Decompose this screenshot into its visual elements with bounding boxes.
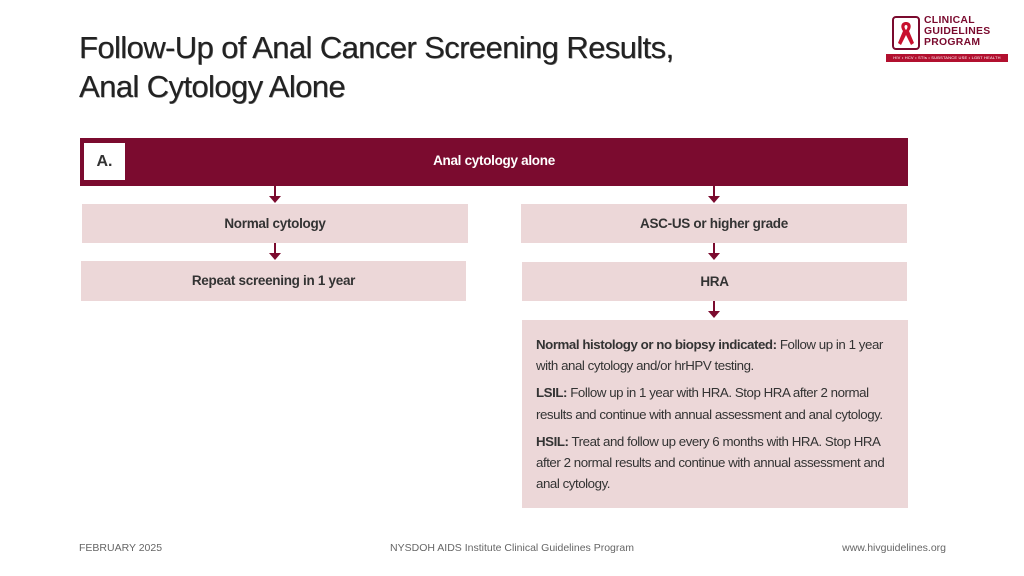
ascus-box: ASC-US or higher grade xyxy=(521,204,907,243)
footer-date: FEBRUARY 2025 xyxy=(79,542,163,554)
flowchart-header-label: Anal cytology alone xyxy=(433,153,555,168)
outcome-lsil: LSIL: Follow up in 1 year with HRA. Stop… xyxy=(536,382,896,424)
flowchart-header: Anal cytology alone A. xyxy=(80,138,908,186)
logo-tagline: HIV • HCV • STIs • SUBSTANCE USE • LGBT … xyxy=(886,54,1008,62)
arrow-down-icon xyxy=(708,186,720,203)
footer-organization: NYSDOH AIDS Institute Clinical Guideline… xyxy=(390,542,634,554)
logo-line-1: CLINICAL xyxy=(924,15,975,26)
slide-title-line-1: Follow-Up of Anal Cancer Screening Resul… xyxy=(79,30,674,65)
outcome-label: Normal histology or no biopsy indicated: xyxy=(536,337,777,352)
repeat-screening-box: Repeat screening in 1 year xyxy=(81,261,466,301)
outcome-normal-histology: Normal histology or no biopsy indicated:… xyxy=(536,334,896,376)
footer-url: www.hivguidelines.org xyxy=(842,542,946,554)
panel-label: A. xyxy=(84,143,125,180)
arrow-down-icon xyxy=(708,301,720,318)
slide-title: Follow-Up of Anal Cancer Screening Resul… xyxy=(79,28,839,106)
outcome-text: Follow up in 1 year with HRA. Stop HRA a… xyxy=(536,385,883,422)
normal-cytology-box: Normal cytology xyxy=(82,204,468,243)
arrow-down-icon xyxy=(269,243,281,260)
arrow-down-icon xyxy=(708,243,720,260)
outcome-text: Treat and follow up every 6 months with … xyxy=(536,433,885,492)
logo-line-2: GUIDELINES xyxy=(924,26,991,38)
clinical-guidelines-logo: CLINICAL GUIDELINES PROGRAM HIV • HCV • … xyxy=(886,14,1008,64)
outcome-text: Follow up in 1 year with anal cytology a… xyxy=(536,337,883,374)
slide-title-line-2: Anal Cytology Alone xyxy=(79,69,346,104)
outcome-hsil: HSIL: Treat and follow up every 6 months… xyxy=(536,431,896,495)
logo-wordmark: CLINICAL GUIDELINES PROGRAM xyxy=(924,15,991,49)
hra-outcomes-box: Normal histology or no biopsy indicated:… xyxy=(522,320,908,508)
outcome-label: LSIL: xyxy=(536,385,567,401)
red-ribbon-icon xyxy=(892,16,920,50)
logo-line-3: PROGRAM xyxy=(924,37,981,49)
arrow-down-icon xyxy=(269,186,281,203)
hra-box: HRA xyxy=(522,262,907,301)
outcome-label: HSIL: xyxy=(536,433,569,449)
